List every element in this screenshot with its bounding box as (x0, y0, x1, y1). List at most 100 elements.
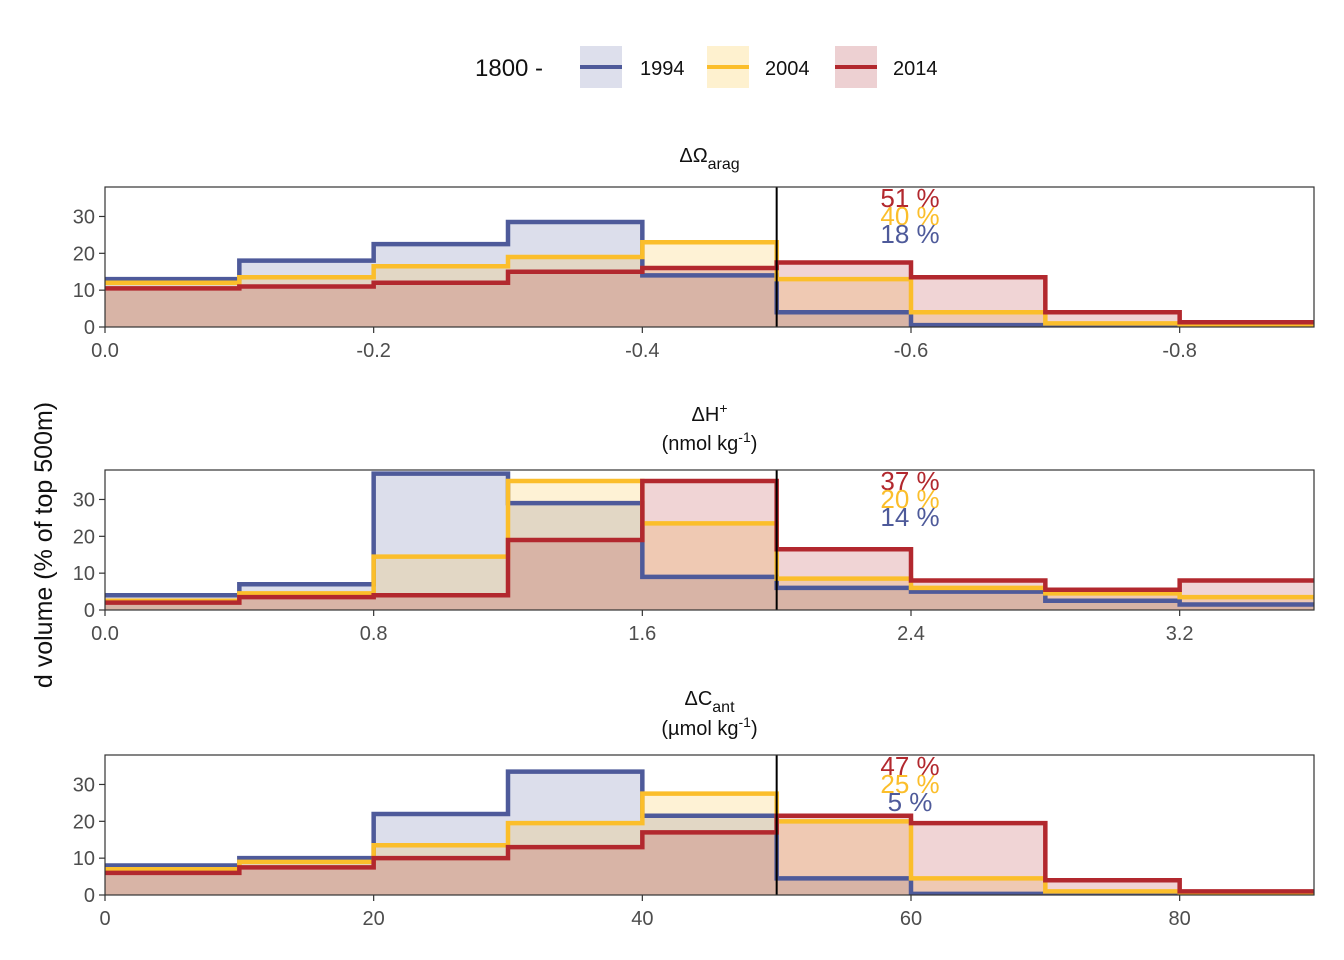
bar-2014-bin-7 (911, 823, 1046, 895)
y-tick-label: 20 (73, 243, 95, 265)
series-line-2004 (105, 240, 1314, 327)
bar-2014-bin-7 (911, 580, 1046, 610)
percent-label-2004: 40 % (880, 201, 939, 231)
panels: ΔΩarag 51 %40 %18 % 0 10 20 30 0.0 -0.2 -0.4 -0.6… (73, 145, 1315, 930)
x-tick-label: 2.4 (897, 623, 925, 645)
series-line-1994 (105, 471, 1314, 607)
panel-background (105, 187, 1314, 327)
series-line-2004 (105, 478, 1314, 604)
bar-2004-bin-6 (776, 821, 911, 895)
x-tick-label: -0.2 (356, 340, 390, 362)
panel-unit-superscript: -1 (738, 429, 751, 445)
legend-label-2014: 2014 (893, 58, 938, 80)
bar-1994-bin-3 (373, 244, 508, 327)
series-line-2014 (105, 260, 1314, 325)
legend-label-1994: 1994 (640, 58, 685, 80)
bar-2014-bin-3 (373, 858, 508, 895)
panel-title-subscript: arag (708, 156, 740, 173)
bar-2004-bin-4 (508, 257, 643, 327)
bar-2014-bin-6 (776, 815, 911, 895)
percent-label-1994: 14 % (880, 502, 939, 532)
bar-2014-bin-1 (105, 602, 240, 610)
series-line-1994 (105, 219, 1314, 327)
bar-2004-bin-3 (373, 266, 508, 327)
bar-2014-bin-2 (239, 286, 374, 327)
bar-1994-bin-2 (239, 858, 374, 895)
panel-title-main: ΔΩ (679, 145, 707, 167)
panel-title-subscript: ant (712, 699, 735, 716)
series-fill-1994 (105, 473, 1314, 610)
panel-border (104, 469, 1315, 611)
y-tick-label: 20 (73, 811, 95, 833)
x-tick-label: 0.0 (91, 623, 119, 645)
y-tick-label: 10 (73, 280, 95, 302)
y-tick-label: 10 (73, 563, 95, 585)
panel-2: ΔH+ (nmol kg-1) 37 %20 %14 % 0 10 20 30 0.0 0.8 1… (73, 400, 1315, 645)
legend-label-2004: 2004 (765, 58, 810, 80)
percent-label-2004: 25 % (880, 769, 939, 799)
x-tick-label: 0.8 (360, 623, 388, 645)
bar-2004-bin-6 (776, 578, 911, 610)
panel-unit-tail: ) (751, 718, 758, 740)
bar-2014-bin-4 (508, 847, 643, 895)
bar-1994-bin-3 (373, 813, 508, 895)
plot-area (105, 755, 1314, 895)
bar-1994-bin-2 (239, 260, 374, 327)
bar-1994-bin-5 (642, 815, 777, 895)
y-tick-label: 10 (73, 848, 95, 870)
bar-2014-bin-2 (239, 867, 374, 895)
panel-background (105, 755, 1314, 895)
x-tick-label: 20 (363, 908, 385, 930)
bar-2004-bin-5 (642, 242, 777, 327)
bar-2004-bin-7 (911, 878, 1046, 895)
panel-unit-superscript: -1 (738, 714, 751, 730)
bar-1994-bin-4 (508, 503, 643, 610)
x-tick-label: -0.4 (625, 340, 659, 362)
x-tick-label: 3.2 (1166, 623, 1194, 645)
panel-title-superscript: + (719, 400, 727, 416)
bar-2014-bin-1 (105, 872, 240, 895)
x-tick-label: 80 (1169, 908, 1191, 930)
bar-1994-bin-9 (1179, 604, 1314, 610)
bar-1994-bin-6 (776, 312, 911, 327)
x-tick-label: 0 (99, 908, 110, 930)
bar-2014-bin-1 (105, 288, 240, 327)
bar-1994-bin-3 (373, 473, 508, 610)
panel-title: ΔΩarag (679, 145, 739, 173)
panel-unit: (nmol kg-1) (662, 429, 758, 455)
series-fill-2014 (105, 262, 1314, 327)
panel-title: ΔCant (684, 688, 735, 716)
series-line-2004 (105, 791, 1314, 895)
y-axis-label: d volume (% of top 500m) (30, 402, 58, 688)
series-fill-1994 (105, 771, 1314, 895)
bar-1994-bin-7 (911, 591, 1046, 610)
series-fill-2014 (105, 815, 1314, 895)
x-tick-label: 60 (900, 908, 922, 930)
bar-2014-bin-2 (239, 597, 374, 610)
bar-1994-bin-6 (776, 587, 911, 610)
x-tick-label: 0.0 (91, 340, 119, 362)
panel-unit-tail: ) (751, 433, 758, 455)
panel-title-main: ΔH (692, 404, 720, 426)
plot-area (105, 187, 1314, 327)
bar-2004-bin-3 (373, 845, 508, 895)
y-tick-label: 30 (73, 489, 95, 511)
bar-2014-bin-5 (642, 481, 777, 610)
plot-area (105, 470, 1314, 610)
panel-unit: (µmol kg-1) (661, 714, 757, 740)
y-tick-label: 0 (84, 600, 95, 622)
bar-2014-bin-3 (373, 595, 508, 610)
panel-1: ΔΩarag 51 %40 %18 % 0 10 20 30 0.0 -0.2 -0.4 -0.6… (73, 145, 1315, 362)
bar-1994-bin-6 (776, 878, 911, 895)
y-tick-label: 20 (73, 526, 95, 548)
y-tick-label: 0 (84, 317, 95, 339)
x-tick-label: -0.8 (1162, 340, 1196, 362)
bar-2004-bin-5 (642, 523, 777, 610)
bar-2004-bin-4 (508, 823, 643, 895)
series-line-2014 (105, 813, 1314, 894)
percent-label-2004: 20 % (880, 484, 939, 514)
series-line-1994 (105, 769, 1314, 895)
bar-2004-bin-5 (642, 793, 777, 895)
bar-2014-bin-6 (776, 262, 911, 327)
